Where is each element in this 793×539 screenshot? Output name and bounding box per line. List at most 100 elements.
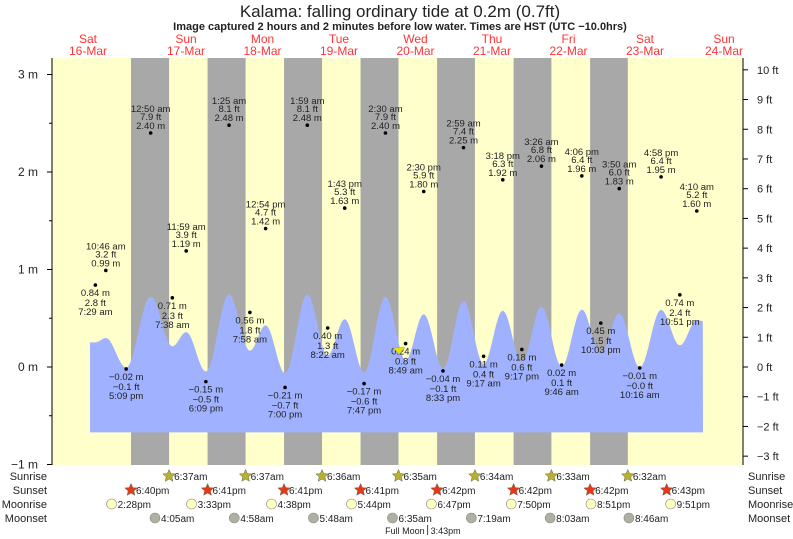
extreme-ft: −0.0 ft [626, 381, 653, 392]
astro-event: 8:51pm [585, 498, 630, 511]
astro-event: 6:41pm [277, 482, 322, 497]
high-tide-label: 4:10 am5.2 ft1.60 m [680, 182, 714, 213]
extreme-time: 9:46 am [544, 387, 578, 398]
extreme-time: 2:30 am [368, 104, 402, 115]
extreme-time: 10:03 pm [581, 345, 621, 356]
astro-time: 6:33am [556, 472, 589, 483]
astro-event: 4:38pm [266, 498, 311, 511]
extreme-time: 3:26 am [524, 137, 558, 148]
astro-event: 6:35am [391, 468, 437, 483]
extreme-m: 1.92 m [488, 168, 517, 179]
moonrise-icon [426, 498, 437, 510]
astro-time: 6:42pm [442, 486, 475, 497]
sunset-star-icon [506, 482, 521, 496]
astro-event: 6:35am [387, 512, 432, 525]
extreme-time: 9:17 am [466, 378, 500, 389]
astro-time: 2:28pm [118, 500, 151, 511]
extreme-time: 8:49 am [388, 366, 422, 377]
day-date: 24-Mar [705, 44, 743, 58]
astro-event: 6:41pm [353, 482, 399, 497]
astro-event: 2:28pm [106, 498, 151, 511]
extreme-ft: 4.7 ft [255, 208, 276, 219]
astro-event: 7:19am [466, 512, 511, 525]
high-tide-label: 12:50 am7.9 ft2.40 m [131, 104, 171, 135]
extreme-m: 0.99 m [91, 258, 120, 269]
extreme-point [227, 123, 231, 127]
left-tick-label: 2 m [18, 165, 38, 179]
astro-time: 6:41pm [366, 486, 399, 497]
extreme-point [104, 268, 108, 273]
day-date: 23-Mar [626, 44, 664, 58]
low-tide-label: 0.24 m0.8 ft8:49 am [388, 341, 423, 377]
extreme-labels: 0.84 m2.8 ft7:29 am 10:46 am3.2 ft0.99 m −… [78, 96, 714, 420]
extreme-ft: 0.4 ft [473, 369, 494, 380]
extreme-m: −0.15 m [189, 385, 224, 396]
extreme-ft: 5.9 ft [413, 171, 434, 182]
extreme-point [694, 209, 699, 213]
astro-row-label-left: Sunset [13, 485, 47, 497]
astro-time: 6:40pm [136, 486, 169, 497]
high-tide-label: 11:59 am3.9 ft1.19 m [167, 222, 206, 253]
moonrise-icon [505, 498, 517, 510]
day-date: 17-Mar [167, 44, 205, 58]
high-tide-label: 1:59 am8.1 ft2.48 m [290, 96, 325, 127]
tide-curve [90, 294, 703, 433]
astro-event: 5:48am [308, 512, 353, 525]
extreme-point [421, 189, 426, 194]
extreme-ft: 5.2 ft [686, 190, 707, 201]
extreme-m: 0.71 m [158, 301, 187, 312]
extreme-time: 11:59 am [167, 222, 206, 233]
extreme-ft: −0.1 ft [430, 384, 457, 395]
moonset-icon [544, 512, 556, 524]
extreme-time: 5:09 pm [109, 391, 143, 402]
right-tick-label: 2 ft [757, 303, 772, 315]
day-name: Sat [636, 32, 655, 46]
low-tide-label: 0.84 m2.8 ft7:29 am [78, 283, 113, 318]
extreme-time: 4:58 pm [644, 148, 678, 159]
extreme-time: 10:46 am [86, 241, 126, 252]
sunset-star-icon [200, 482, 215, 496]
extreme-ft: −0.5 ft [193, 395, 220, 406]
astro-time: 4:58am [240, 514, 273, 525]
extreme-m: 1.96 m [567, 164, 596, 175]
astro-event: 6:43pm [659, 482, 705, 497]
sunrise-star-icon [391, 468, 406, 482]
moonrise-icon [346, 498, 357, 510]
day-name: Sun [713, 32, 734, 46]
right-tick-label: −3 ft [757, 451, 779, 463]
astro-event: 9:51pm [665, 498, 710, 511]
astro-time: 8:51pm [597, 500, 630, 511]
day-name: Sat [79, 32, 98, 46]
extreme-m: 1.80 m [409, 180, 438, 191]
astro-event: 6:41pm [200, 482, 246, 497]
astro-time: 6:42pm [595, 486, 628, 497]
astro-time: 7:19am [477, 514, 510, 525]
extreme-m: 0.11 m [469, 359, 497, 370]
astro-time: 4:38pm [278, 500, 311, 511]
astro-time: 6:42pm [519, 486, 552, 497]
extreme-ft: 6.0 ft [609, 168, 630, 179]
extreme-time: 7:47 pm [347, 406, 381, 417]
extreme-ft: 2.3 ft [162, 311, 183, 322]
extreme-m: 0.02 m [547, 368, 576, 379]
day-name: Thu [482, 32, 503, 46]
extreme-ft: 5.3 ft [334, 187, 355, 198]
extreme-m: 0.74 m [665, 298, 694, 309]
astro-time: 7:50pm [517, 500, 550, 511]
left-tick-label: 1 m [18, 263, 38, 277]
astro-row-label-left: Moonset [5, 513, 47, 525]
astro-row-label-left: Moonrise [2, 499, 47, 511]
high-tide-label: 2:30 pm5.9 ft1.80 m [407, 163, 441, 194]
day-name: Sun [175, 32, 196, 46]
astro-event: 8:46am [623, 512, 668, 525]
astro-event: 6:36am [315, 468, 360, 483]
extreme-time: 7:38 am [155, 320, 189, 331]
sunset-star-icon [659, 482, 674, 496]
astro-time: 5:48am [319, 514, 352, 525]
astro-event: 3:33pm [186, 498, 231, 511]
extreme-point [383, 131, 388, 135]
extreme-ft: 2.4 ft [669, 308, 690, 319]
extreme-ft: 3.2 ft [95, 249, 116, 260]
low-tide-label: 0.40 m1.3 ft8:22 am [311, 326, 345, 361]
